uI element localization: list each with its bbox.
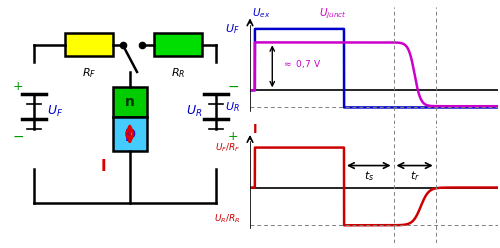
Text: $U_{junct}$: $U_{junct}$ xyxy=(320,6,347,21)
Text: p: p xyxy=(124,126,135,141)
Text: $U_R$: $U_R$ xyxy=(186,104,203,119)
Text: −: − xyxy=(12,129,24,143)
Text: $\approx$ 0,7 V: $\approx$ 0,7 V xyxy=(282,58,322,70)
Bar xyxy=(65,33,113,56)
Bar xyxy=(113,87,146,117)
Text: −: − xyxy=(227,80,239,94)
Text: +: + xyxy=(13,80,24,93)
Bar xyxy=(154,33,202,56)
Bar xyxy=(113,117,146,151)
Text: $R_F$: $R_F$ xyxy=(82,66,96,80)
Text: +: + xyxy=(228,130,238,143)
Text: $t_r$: $t_r$ xyxy=(410,169,420,183)
Text: $U_{ex}$: $U_{ex}$ xyxy=(252,7,271,21)
Text: $U_R/R_R$: $U_R/R_R$ xyxy=(214,213,240,225)
Text: $R_R$: $R_R$ xyxy=(170,66,185,80)
Text: I: I xyxy=(100,159,106,174)
Text: I: I xyxy=(252,123,257,136)
Text: $U_F$: $U_F$ xyxy=(226,22,240,36)
Text: $t_s$: $t_s$ xyxy=(364,169,374,183)
Text: $U_F/R_F$: $U_F/R_F$ xyxy=(214,141,240,154)
Text: $U_F$: $U_F$ xyxy=(48,104,64,119)
Text: $U_R$: $U_R$ xyxy=(226,100,240,114)
Text: n: n xyxy=(125,95,134,109)
